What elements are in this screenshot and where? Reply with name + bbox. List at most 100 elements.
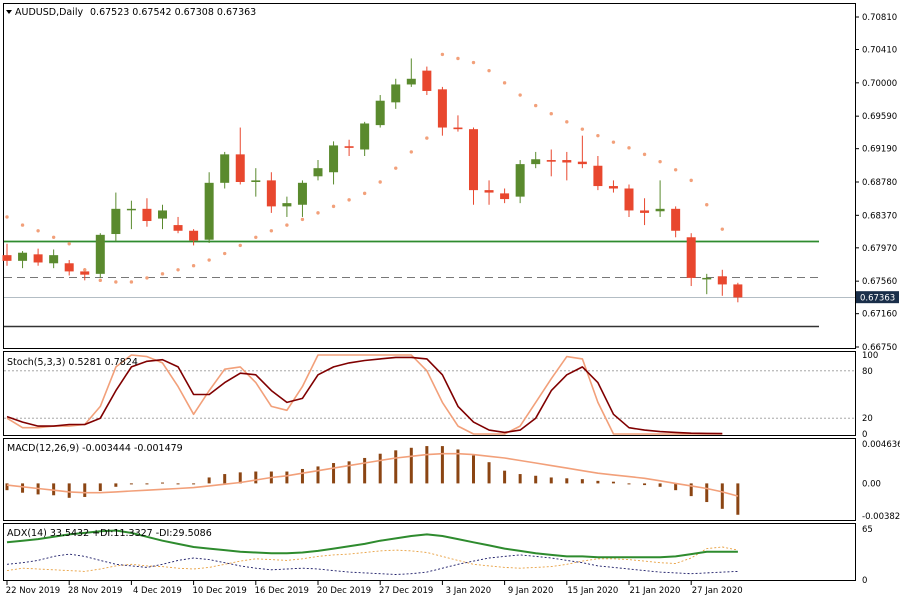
candle-body [204, 182, 214, 240]
sar-dot [160, 272, 165, 276]
x-tick-label: 27 Jan 2020 [692, 586, 743, 596]
candle-body [282, 203, 292, 207]
stoch-signal-line [6, 356, 723, 435]
candle-body [33, 254, 43, 263]
macd-header: MACD(12,26,9) -0.003444 -0.001479 [7, 443, 183, 454]
candle-body [469, 129, 478, 191]
macd-histogram-bar [705, 483, 709, 503]
price-tick-label: 0.70000 [862, 79, 897, 89]
candle-body [49, 255, 59, 264]
macd-tick-label: 0.004636 [862, 440, 900, 450]
price-panel [2, 52, 855, 328]
symbol-header: AUDUSD,Daily [15, 7, 84, 18]
price-tick-label: 0.70410 [862, 46, 897, 56]
candle-body [64, 263, 74, 272]
macd-histogram-bar [549, 477, 553, 484]
macd-histogram-bar [114, 483, 118, 487]
candle-body [640, 210, 650, 213]
candle-body [126, 208, 136, 211]
macd-histogram-bar [98, 483, 102, 492]
candle-body [329, 145, 339, 173]
sar-dot [331, 204, 336, 209]
sar-dot [534, 103, 538, 108]
macd-histogram-bar [611, 481, 615, 484]
price-tick-label: 0.68370 [862, 211, 897, 221]
adx-tick-label: 65 [862, 525, 873, 535]
macd-histogram-bar [83, 483, 87, 497]
macd-histogram-bar [21, 483, 25, 493]
adx-header: ADX(14) 33.5432 +DI:11.3327 -DI:29.5086 [7, 528, 212, 539]
sar-dot [254, 235, 258, 239]
macd-histogram-bar [580, 479, 584, 484]
sar-dot [705, 203, 709, 207]
price-panel-frame [3, 3, 856, 349]
price-tick-label: 0.69190 [862, 145, 897, 155]
macd-histogram-bar [658, 483, 662, 487]
sar-dot [176, 268, 180, 272]
candle-body [624, 188, 634, 211]
sar-dot [223, 251, 227, 256]
candle-body [360, 123, 370, 150]
sar-dot [502, 81, 507, 85]
price-tick-label: 0.67560 [862, 277, 897, 287]
sar-dot [487, 68, 491, 73]
x-tick-label: 27 Dec 2019 [379, 586, 433, 596]
price-tick-label: 0.67160 [862, 310, 897, 320]
sar-dot [36, 229, 40, 233]
sar-dot [98, 278, 103, 283]
candle-body [95, 234, 105, 274]
ohlc-header: 0.67523 0.67542 0.67308 0.67363 [90, 7, 256, 18]
candle-body [608, 186, 618, 189]
macd-histogram-bar [363, 457, 367, 484]
macd-histogram-bar [145, 483, 149, 485]
x-tick-label: 20 Dec 2019 [317, 586, 371, 596]
price-tick-label: 0.67970 [862, 244, 897, 254]
sar-dot [316, 211, 320, 215]
stoch-tick-label: 80 [862, 367, 873, 377]
macd-histogram-bar [627, 483, 631, 485]
x-tick-label: 3 Jan 2020 [446, 586, 492, 596]
sar-dot [580, 127, 585, 131]
x-tick-label: 4 Dec 2019 [133, 586, 182, 596]
sar-dot [238, 243, 242, 248]
macd-histogram-bar [394, 450, 398, 484]
macd-tick-label: -0.003828 [862, 512, 900, 522]
candle-body [18, 252, 28, 261]
dropdown-arrow-icon[interactable] [6, 10, 12, 14]
price-tick-label: 0.68780 [862, 178, 897, 188]
sar-dot [191, 264, 196, 268]
candle-body [593, 165, 603, 187]
candle-body [391, 84, 401, 103]
macd-histogram-bar [316, 466, 320, 484]
sar-dot [658, 159, 662, 164]
macd-histogram-bar [596, 480, 600, 484]
stoch-main-line [6, 354, 723, 435]
x-tick-label: 22 Nov 2019 [6, 586, 60, 596]
candle-body [189, 230, 199, 241]
candle-body [297, 182, 307, 205]
candle-body [671, 208, 681, 231]
macd-panel [5, 446, 740, 515]
candle-body [717, 276, 727, 285]
sar-dot [347, 198, 351, 202]
minus-di-line [6, 553, 738, 575]
candle-body [531, 159, 541, 165]
sar-dot [114, 280, 118, 284]
sar-dot [425, 136, 429, 140]
sar-dot [673, 168, 678, 172]
macd-histogram-bar [736, 483, 740, 515]
price-tick-label: 0.70810 [862, 13, 897, 23]
sar-dot [207, 258, 211, 262]
sar-dot [51, 235, 56, 239]
adx-tick-label: 0 [862, 576, 867, 586]
candle-body [733, 284, 743, 298]
x-tick-label: 15 Jan 2020 [567, 586, 618, 596]
macd-signal-line [6, 452, 739, 497]
macd-histogram-bar [425, 446, 429, 484]
price-tick-label: 0.66750 [862, 343, 897, 353]
adx-panel [6, 529, 738, 575]
macd-histogram-bar [674, 483, 678, 491]
macd-histogram-bar [300, 468, 304, 484]
